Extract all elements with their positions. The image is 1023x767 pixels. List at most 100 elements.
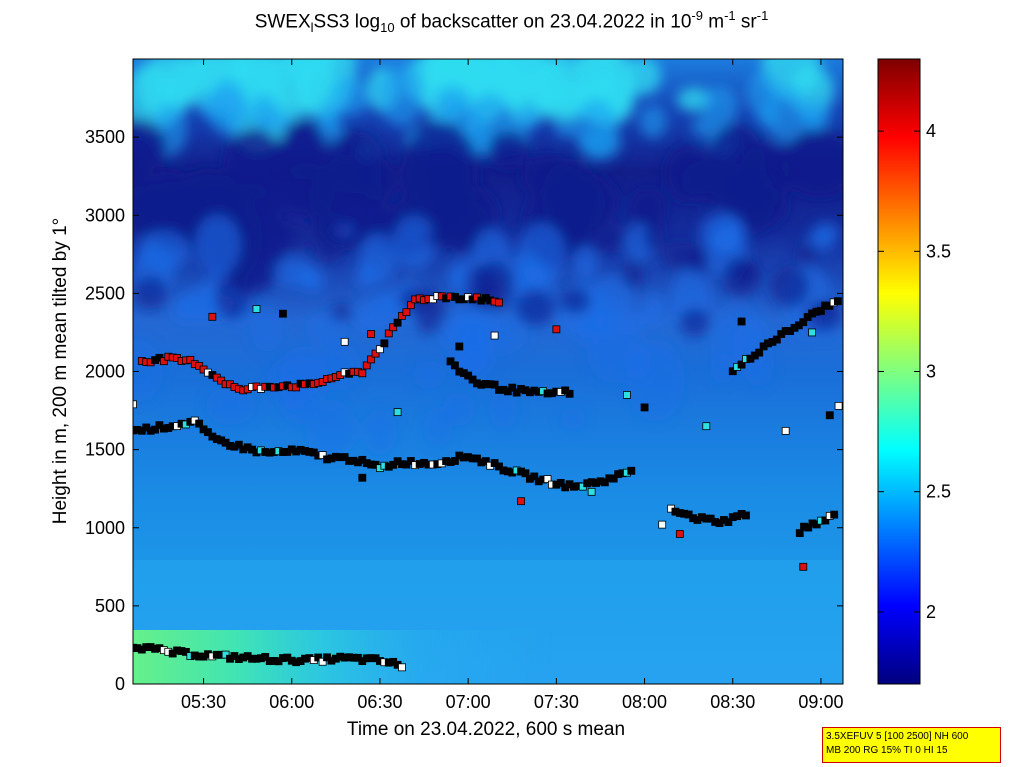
texture-blob — [159, 71, 198, 107]
cloud-marker — [208, 312, 217, 321]
cloud-marker — [799, 562, 808, 571]
cloud-marker — [393, 318, 402, 327]
texture-blob — [601, 221, 626, 254]
texture-blob — [579, 125, 622, 161]
cloud-marker — [340, 337, 349, 346]
texture-blob — [280, 221, 309, 251]
chart-title: SWEXlSS3 log10 of backscatter on 23.04.2… — [0, 8, 1023, 35]
texture-blob — [250, 305, 283, 352]
cloud-marker — [314, 653, 323, 662]
texture-blob — [796, 243, 819, 265]
title-part: of backscatter on 23.04.2022 in 10 — [394, 11, 692, 33]
cloud-marker — [728, 367, 737, 376]
cloud-marker — [552, 325, 561, 334]
texture-blob — [194, 214, 241, 277]
cloud-marker — [380, 339, 389, 348]
texture-blob — [208, 78, 248, 137]
texture-blob — [713, 217, 747, 254]
heatmap-area — [133, 59, 843, 684]
cloud-marker — [204, 428, 212, 437]
y-axis: 0 500 1000 1500 2000 2500 3000 3500 — [85, 127, 843, 694]
cloud-marker — [384, 329, 393, 338]
x-axis: 05:30 06:00 06:30 07:00 07:30 08:00 08:30 09:00 — [181, 59, 843, 712]
texture-blob — [554, 119, 578, 138]
texture-blob — [559, 287, 591, 314]
title-part: m — [702, 11, 725, 33]
cloud-marker — [808, 328, 817, 337]
cloud-marker — [833, 297, 842, 306]
cloud-marker — [367, 330, 376, 338]
texture-blob — [701, 85, 738, 127]
texture-blob — [172, 59, 204, 77]
texture-blob — [392, 215, 437, 270]
y-tick-label: 1500 — [85, 440, 125, 460]
texture-blob — [639, 105, 667, 139]
cloud-marker — [627, 466, 636, 475]
cloud-marker — [252, 305, 261, 313]
cloud-marker — [556, 478, 565, 487]
cloud-marker — [517, 497, 525, 506]
cloud-marker — [495, 298, 503, 307]
texture-blob — [206, 386, 256, 426]
texture-blob — [133, 118, 168, 176]
cloud-marker — [495, 462, 503, 471]
texture-blob — [662, 240, 700, 271]
cloud-marker — [151, 425, 159, 434]
texture-blob — [812, 221, 841, 244]
texture-blob — [137, 230, 190, 272]
texture-blob — [621, 311, 646, 335]
texture-blob — [493, 59, 547, 96]
colorbar — [877, 58, 921, 685]
texture-blob — [643, 223, 665, 252]
info-line-2: MB 200 RG 15% TI 0 HI 15 — [826, 745, 948, 756]
texture-blob — [489, 390, 518, 429]
title-part: sr — [735, 11, 757, 33]
texture-blob — [249, 93, 278, 130]
texture-blob — [280, 119, 328, 180]
texture-blob — [572, 245, 599, 281]
cloud-marker — [451, 457, 459, 465]
cloud-marker — [609, 474, 618, 483]
cloud-marker — [406, 301, 415, 310]
cloud-marker — [600, 478, 609, 487]
texture-blob — [297, 270, 321, 289]
info-line-1: 3.5XEFUV 5 [100 2500] NH 600 — [826, 731, 969, 742]
cloud-marker — [195, 419, 204, 428]
x-tick-label: 05:30 — [181, 692, 226, 712]
y-tick-label: 3500 — [85, 127, 125, 147]
texture-blob — [412, 361, 446, 389]
cloud-marker — [261, 653, 270, 661]
title-sup: -1 — [756, 8, 769, 23]
texture-blob — [353, 297, 396, 333]
y-tick-label: 2500 — [85, 283, 125, 303]
cloud-marker — [702, 422, 711, 431]
cloud-marker — [781, 426, 790, 435]
texture-blob — [435, 314, 484, 351]
texture-blob — [379, 63, 424, 127]
title-part: SS3 log — [313, 11, 381, 33]
cloud-marker — [358, 473, 367, 482]
x-tick-label: 07:30 — [534, 692, 579, 712]
texture-blob — [664, 144, 710, 203]
texture-blob — [306, 312, 346, 346]
texture-blob — [330, 76, 370, 116]
texture-blob — [354, 263, 378, 291]
texture-blob — [357, 158, 399, 201]
texture-blob — [435, 85, 470, 112]
cloud-marker — [799, 318, 808, 327]
texture-blob — [133, 275, 168, 309]
colorbar-tick-label: 3.5 — [926, 241, 951, 261]
y-axis-label: Height in m, 200 m mean tilted by 1° — [50, 218, 71, 524]
cloud-layer-markers — [133, 292, 843, 672]
title-sup: -1 — [724, 8, 736, 23]
cloud-marker — [640, 403, 649, 412]
x-tick-label: 06:00 — [269, 692, 314, 712]
cloud-marker — [182, 647, 190, 656]
texture-blob — [515, 288, 556, 327]
cloud-marker — [724, 518, 733, 526]
texture-blob — [800, 99, 832, 130]
cloud-marker — [490, 331, 499, 340]
texture-blob — [504, 254, 549, 299]
texture-blob — [133, 339, 163, 403]
cloud-marker — [318, 657, 327, 666]
